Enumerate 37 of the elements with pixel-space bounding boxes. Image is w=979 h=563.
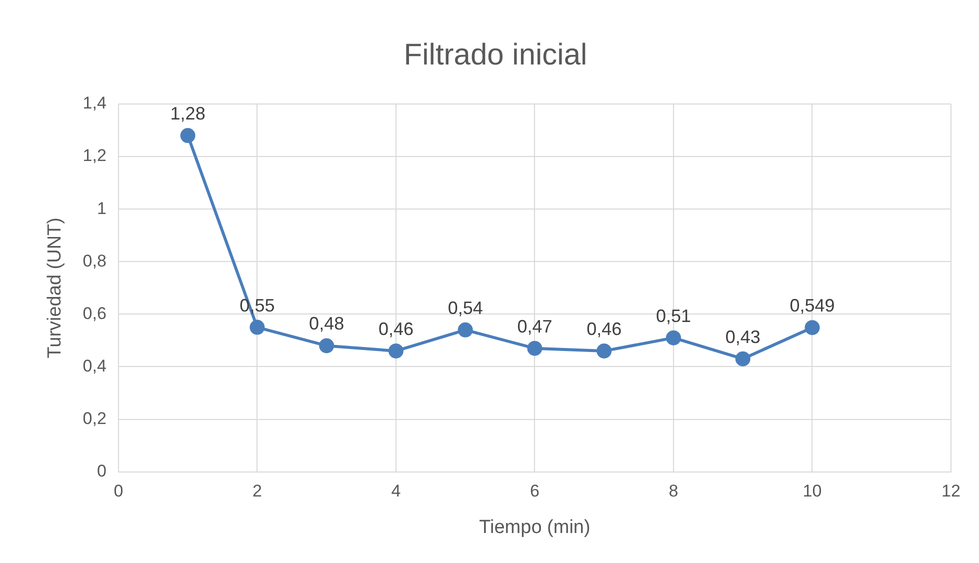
- y-tick-label: 1: [96, 198, 106, 218]
- x-tick-label: 10: [802, 482, 822, 501]
- data-label: 0,51: [656, 306, 691, 326]
- y-tick-label: 1,2: [82, 146, 106, 166]
- point: [527, 340, 542, 356]
- point: [180, 128, 196, 144]
- point: [804, 320, 820, 336]
- y-tick-label: 0,2: [82, 408, 106, 428]
- point: [458, 322, 473, 338]
- x-tick-label: 12: [942, 482, 960, 501]
- x-tick-label: 2: [252, 482, 262, 501]
- data-label: 1,28: [170, 103, 206, 124]
- x-tick-label: 0: [114, 482, 124, 501]
- data-label: 0,549: [790, 296, 835, 316]
- point: [250, 320, 265, 335]
- point: [596, 343, 612, 358]
- x-tick-label: 4: [391, 482, 401, 501]
- chart-title: Filtrado inicial: [404, 38, 588, 72]
- y-tick-label: 1,4: [82, 94, 106, 113]
- data-label: 0,54: [448, 298, 483, 318]
- data-label: 0,43: [725, 326, 760, 347]
- x-tick-label: 8: [668, 482, 678, 501]
- point: [319, 338, 334, 354]
- data-label: 0,48: [309, 314, 344, 334]
- point: [735, 351, 750, 366]
- point: [666, 330, 681, 346]
- y-tick-label: 0: [96, 461, 106, 480]
- data-label: 0,46: [586, 318, 622, 339]
- y-axis-title: Turviedad (UNT): [44, 218, 66, 358]
- point: [388, 343, 404, 358]
- y-tick-label: 0,6: [82, 304, 106, 323]
- y-tick-label: 0,8: [82, 251, 106, 270]
- y-tick-label: 0,4: [82, 356, 106, 376]
- x-tick-label: 6: [530, 482, 540, 501]
- data-label: 0,47: [517, 316, 552, 336]
- x-axis-title: Tiempo (min): [479, 516, 590, 538]
- data-label: 0,46: [378, 318, 414, 339]
